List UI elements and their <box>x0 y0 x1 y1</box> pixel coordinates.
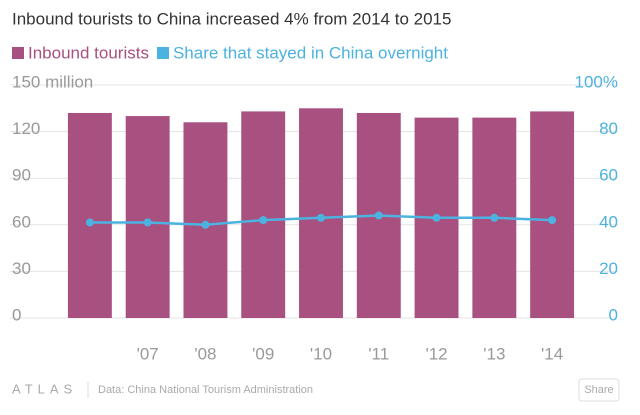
point <box>201 220 210 229</box>
bar <box>299 108 343 318</box>
x-tick-label: '14 <box>541 344 563 363</box>
bar <box>183 122 228 318</box>
point <box>432 213 441 222</box>
point <box>374 211 383 220</box>
y-tick-label: 30 <box>12 259 31 278</box>
legend-label: Inbound tourists <box>28 43 149 62</box>
bar <box>241 111 286 318</box>
legend-swatch <box>12 47 24 59</box>
x-tick-label: '07 <box>137 344 159 363</box>
x-tick-label: '12 <box>425 344 447 363</box>
y2-tick-label: 20 <box>599 259 618 278</box>
share-label[interactable]: Share <box>584 384 613 396</box>
source: Data: China National Tourism Administrat… <box>98 384 313 396</box>
x-tick-label: '09 <box>252 344 274 363</box>
legend-label: Share that stayed in China overnight <box>173 43 448 62</box>
x-tick-label: '13 <box>483 344 505 363</box>
y-tick-label: 90 <box>12 166 31 185</box>
share-button[interactable] <box>578 378 620 402</box>
chart-title: Inbound tourists to China increased 4% f… <box>12 9 451 28</box>
bar <box>530 111 575 318</box>
bar <box>67 112 112 319</box>
point <box>85 218 94 227</box>
point <box>548 216 557 225</box>
y2-tick-label: 60 <box>599 166 618 185</box>
point <box>143 218 152 227</box>
x-tick-label: '10 <box>310 344 332 363</box>
bar <box>125 116 170 318</box>
x-tick-label: '08 <box>194 344 216 363</box>
y-tick-label: 150 million <box>12 72 93 91</box>
point <box>317 213 325 222</box>
x-tick-label: '11 <box>368 344 389 363</box>
y2-tick-label: 40 <box>599 212 618 231</box>
y2-tick-label: 100% <box>575 72 618 91</box>
y2-tick-label: 80 <box>599 119 618 138</box>
legend-swatch <box>156 47 169 59</box>
y-tick-label: 0 <box>12 305 21 324</box>
y2-tick-label: 0 <box>609 305 618 324</box>
y-tick-label: 60 <box>12 212 31 231</box>
brand: ATLAS <box>12 381 77 396</box>
y-tick-label: 120 <box>12 119 40 138</box>
point <box>490 213 499 222</box>
point <box>259 216 268 225</box>
